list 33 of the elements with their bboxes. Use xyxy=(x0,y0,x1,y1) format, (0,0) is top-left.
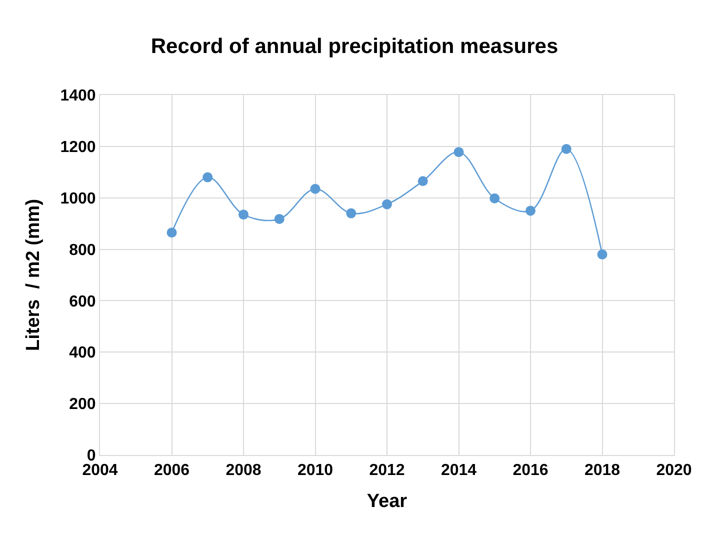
x-tick-label: 2008 xyxy=(226,462,262,480)
x-tick-label: 2004 xyxy=(82,462,118,480)
y-tick-label: 0 xyxy=(86,448,96,465)
x-tick-label: 2012 xyxy=(369,462,405,480)
y-axis-title: Liters / m2 (mm) xyxy=(23,198,44,352)
point xyxy=(274,214,284,224)
x-axis-title: Year xyxy=(366,491,408,512)
y-tick-label: 1400 xyxy=(60,88,96,105)
point xyxy=(202,172,213,182)
y-tick-label: 400 xyxy=(69,344,96,362)
y-tick-label: 600 xyxy=(69,293,96,310)
point xyxy=(382,199,392,210)
y-tick-label: 1000 xyxy=(60,190,96,208)
x-tick-label: 2014 xyxy=(440,462,477,480)
point xyxy=(454,147,464,158)
y-tick-label: 200 xyxy=(69,396,96,414)
point xyxy=(561,144,572,154)
point xyxy=(418,176,428,186)
point xyxy=(166,228,177,238)
y-tick-label: 800 xyxy=(69,242,96,259)
point xyxy=(526,206,536,216)
y-tick-label: 1200 xyxy=(60,139,96,156)
point xyxy=(310,184,320,194)
point xyxy=(597,249,608,260)
x-tick-label: 2016 xyxy=(512,462,548,480)
x-tick-label: 2018 xyxy=(584,462,620,480)
point xyxy=(490,193,500,204)
x-tick-label: 2010 xyxy=(297,462,334,480)
point xyxy=(346,208,356,218)
x-tick-label: 2020 xyxy=(656,462,692,480)
chart-title: Record of annual precipitation measures xyxy=(150,34,558,58)
point xyxy=(238,210,248,220)
x-tick-label: 2006 xyxy=(154,462,190,480)
